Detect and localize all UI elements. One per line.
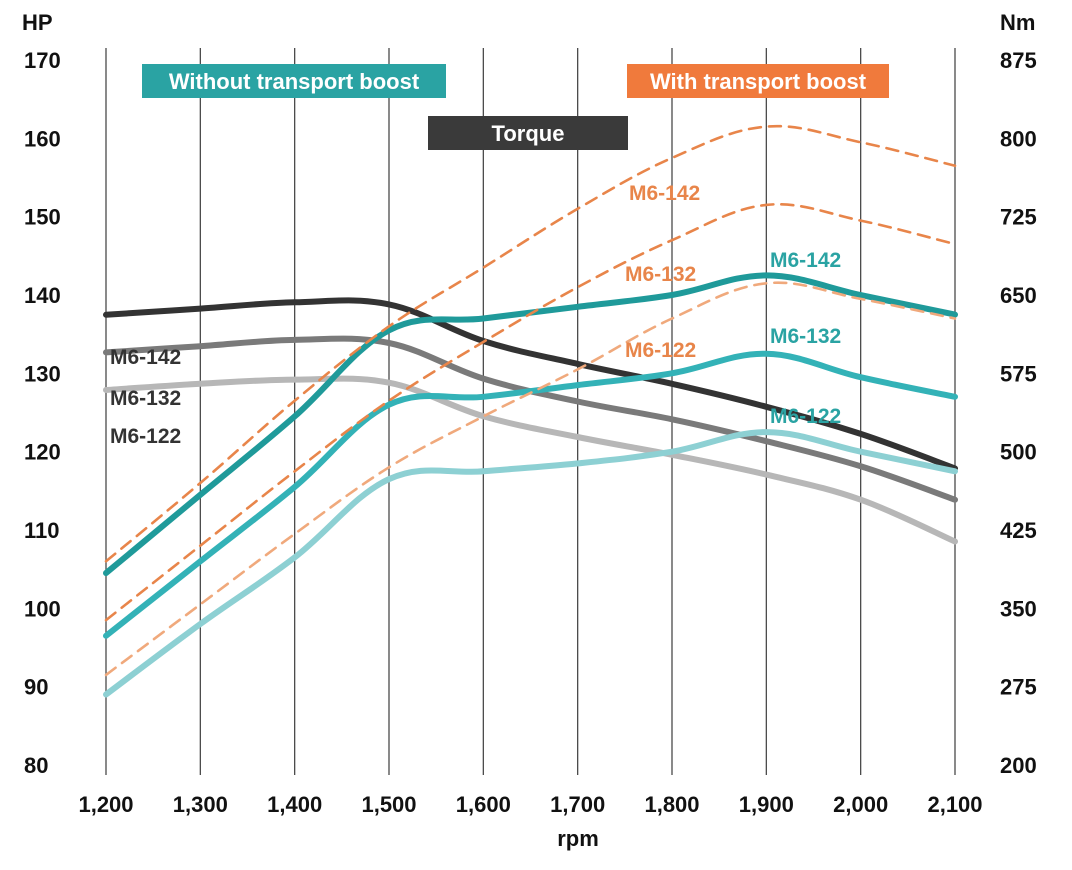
series-label: M6-142	[110, 346, 181, 369]
legend-badge-text: With transport boost	[650, 69, 867, 94]
y-left-tick-label: 130	[24, 361, 61, 386]
x-tick-label: 1,700	[550, 792, 605, 817]
vertical-gridlines	[105, 48, 956, 775]
y-right-tick-label: 200	[1000, 753, 1037, 778]
series-line-without-transport-boost-m6-122	[103, 429, 958, 698]
y-axis-right-title: Nm	[1000, 10, 1035, 35]
x-tick-label: 2,000	[833, 792, 888, 817]
y-left-tick-label: 100	[24, 596, 61, 621]
y-left-tick-label: 80	[24, 753, 48, 778]
series-label: M6-122	[110, 425, 181, 448]
series-label: M6-132	[770, 325, 841, 348]
y-left-tick-label: 160	[24, 126, 61, 151]
y-left-tick-label: 170	[24, 48, 61, 73]
y-right-tick-label: 650	[1000, 283, 1037, 308]
series-line-with-transport-boost-m6-132	[104, 202, 957, 622]
series-label: M6-132	[625, 263, 696, 286]
series-label: M6-122	[770, 405, 841, 428]
series-line-torque-m6-142	[103, 297, 958, 472]
legend-badge-bg	[627, 64, 889, 98]
x-tick-label: 1,600	[456, 792, 511, 817]
x-tick-label: 1,300	[173, 792, 228, 817]
series-label: M6-142	[629, 182, 700, 205]
y-right-tick-label: 575	[1000, 361, 1037, 386]
axis-tick-labels: 1,200 1,300 1,400 1,500 1,600 1,700 1,800 1,900…	[24, 48, 1037, 817]
y-right-tick-label: 875	[1000, 48, 1037, 73]
y-right-tick-label: 350	[1000, 596, 1037, 621]
legend-badges: Without transport boost Torque With transp…	[142, 64, 889, 150]
y-right-tick-label: 725	[1000, 205, 1037, 230]
y-right-tick-label: 800	[1000, 126, 1037, 151]
x-tick-label: 1,400	[267, 792, 322, 817]
y-right-tick-label: 425	[1000, 518, 1037, 543]
series-line-with-transport-boost-m6-122	[104, 281, 957, 677]
series-label: M6-132	[110, 387, 181, 410]
series-label: M6-122	[625, 339, 696, 362]
y-left-tick-label: 150	[24, 205, 61, 230]
x-tick-label: 2,100	[927, 792, 982, 817]
legend-badge-text: Torque	[492, 121, 565, 146]
y-right-tick-label: 275	[1000, 675, 1037, 700]
y-left-tick-label: 90	[24, 675, 48, 700]
series-line-with-transport-boost-m6-142	[104, 124, 957, 563]
y-left-tick-label: 140	[24, 283, 61, 308]
x-tick-label: 1,200	[78, 792, 133, 817]
legend-badge-bg	[428, 116, 628, 150]
series-label: M6-142	[770, 249, 841, 272]
series-line-without-transport-boost-m6-132	[103, 350, 958, 639]
y-axis-left-title: HP	[22, 10, 53, 35]
x-axis-title: rpm	[557, 826, 599, 851]
legend-badge-text: Without transport boost	[169, 69, 420, 94]
y-right-tick-label: 500	[1000, 440, 1037, 465]
series-line-torque-m6-122	[103, 375, 958, 545]
x-tick-label: 1,800	[644, 792, 699, 817]
legend-badge-bg	[142, 64, 446, 98]
series-line-without-transport-boost-m6-142	[103, 272, 958, 577]
y-left-tick-label: 120	[24, 440, 61, 465]
series-lines	[103, 124, 958, 698]
x-tick-label: 1,900	[739, 792, 794, 817]
series-labels: M6-142 M6-132 M6-122 M6-142 M6-132 M6-122 M6-1…	[110, 182, 841, 448]
y-left-tick-label: 110	[24, 518, 60, 543]
x-tick-label: 1,500	[361, 792, 416, 817]
